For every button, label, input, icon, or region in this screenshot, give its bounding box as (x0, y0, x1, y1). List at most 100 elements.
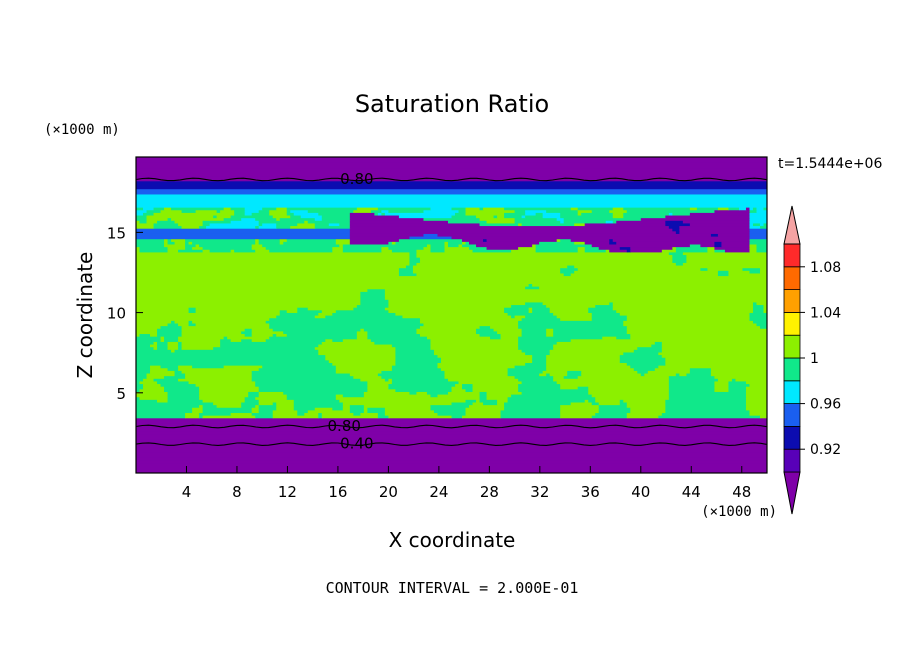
field-cell (672, 254, 687, 258)
y-tick-label: 15 (107, 224, 126, 242)
field-cell (462, 238, 484, 242)
field-cell (356, 330, 368, 335)
field-cell (623, 214, 666, 219)
field-cell (749, 228, 767, 232)
field-cell (444, 370, 509, 374)
field-cell (546, 372, 551, 377)
field-cell (391, 241, 397, 245)
field-cell (588, 399, 596, 403)
field-cell (164, 338, 179, 342)
field-cell (360, 293, 386, 298)
field-cell (710, 367, 767, 371)
field-cell (325, 315, 404, 319)
field-cell (486, 396, 509, 400)
field-cell (136, 180, 767, 184)
field-cell (164, 388, 200, 392)
field-cell (318, 349, 397, 353)
field-cell (430, 341, 519, 345)
field-cell (388, 383, 456, 387)
field-cell (521, 391, 589, 395)
field-cell (686, 257, 767, 261)
field-cell (157, 341, 169, 345)
field-cell (504, 404, 561, 408)
field-cell (479, 222, 519, 227)
field-cell (381, 209, 389, 213)
field-cell (444, 241, 449, 245)
field-cell (381, 246, 389, 250)
field-cell (707, 246, 716, 250)
field-cell (423, 233, 439, 237)
field-cell (717, 270, 730, 274)
field-cell (181, 343, 221, 348)
field-cell (332, 312, 397, 316)
field-cell (763, 222, 767, 227)
field-cell (714, 386, 730, 390)
field-cell (598, 401, 621, 406)
field-cell (136, 370, 151, 374)
field-cell (384, 212, 456, 216)
field-cell (353, 412, 361, 416)
field-cell (395, 359, 442, 363)
field-cell (759, 222, 765, 227)
field-cell (318, 415, 323, 419)
field-cell (528, 307, 533, 311)
field-cell (153, 346, 158, 350)
field-cell (136, 193, 767, 198)
field-cell (665, 359, 767, 363)
field-cell (612, 220, 617, 224)
field-cell (185, 375, 253, 379)
field-cell (174, 370, 183, 374)
field-cell (581, 372, 642, 377)
field-cell (293, 212, 319, 216)
field-cell (521, 380, 558, 385)
field-cell (349, 212, 375, 216)
field-cell (440, 367, 509, 371)
field-cell (136, 286, 526, 290)
field-cell (675, 230, 680, 234)
field-cell (637, 346, 663, 350)
field-cell (728, 383, 751, 387)
field-cell (626, 249, 631, 253)
field-cell (556, 238, 561, 242)
field-cell (430, 246, 446, 250)
field-cell (349, 225, 670, 229)
field-cell (416, 251, 670, 256)
field-cell (398, 272, 418, 277)
field-cell (244, 207, 263, 211)
field-cell (497, 330, 523, 335)
field-cell (451, 214, 477, 219)
field-cell (178, 222, 204, 227)
field-cell (146, 220, 158, 224)
field-cell (465, 388, 474, 392)
field-cell (591, 317, 628, 321)
field-cell (332, 249, 344, 253)
field-cell (623, 207, 691, 211)
field-cell (416, 328, 477, 332)
field-cell (297, 307, 309, 311)
field-cell (728, 270, 751, 274)
field-cell (577, 246, 586, 250)
field-cell (384, 293, 767, 298)
field-cell (560, 383, 670, 387)
field-cell (262, 222, 277, 227)
field-cell (195, 383, 256, 387)
field-cell (255, 249, 270, 253)
field-cell (199, 412, 232, 416)
field-cell (672, 228, 680, 232)
field-cell (251, 333, 274, 337)
field-cell (136, 357, 326, 361)
field-cell (381, 375, 446, 379)
field-cell (742, 267, 761, 271)
field-cell (363, 404, 432, 408)
field-cell (332, 246, 344, 250)
field-cell (349, 228, 673, 232)
field-cell (398, 238, 463, 242)
field-cell (276, 217, 281, 221)
field-cell (370, 338, 432, 342)
field-cell (213, 401, 242, 406)
field-cell (749, 249, 758, 253)
field-cell (756, 301, 767, 306)
field-cell (479, 325, 491, 329)
field-cell (644, 372, 677, 377)
field-cell (136, 328, 158, 332)
